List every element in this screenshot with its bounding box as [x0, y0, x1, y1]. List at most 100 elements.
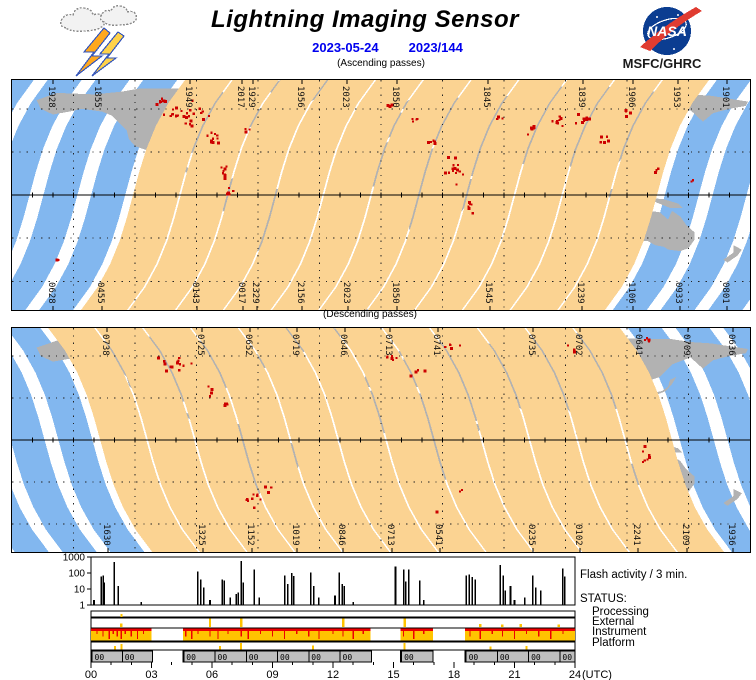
pass-time: 0741: [431, 334, 441, 356]
pass-time-labels: 1928 1855 1949 2017 1929 1956 2023 1850 1845 1839…: [46, 80, 730, 310]
orbit-start-label: 00: [500, 653, 510, 662]
pass-time: 0102: [573, 524, 583, 546]
pass-time: 0725: [195, 334, 205, 356]
graticule: [12, 80, 750, 310]
pass-time: 1901: [720, 86, 730, 108]
orbit-start-label: 00: [531, 653, 541, 662]
orbit-start-label: 00: [218, 653, 228, 662]
pass-time: 1855: [92, 86, 102, 108]
pass-time: 1906: [626, 86, 636, 108]
hour-label: 18: [448, 669, 460, 680]
descending-map-image: 0738 0725 0652 0719 0646 0713 0741 0735 0702 0641…: [12, 328, 750, 552]
orbit-start-label: 00: [125, 653, 135, 662]
pass-time: 0641: [633, 334, 643, 356]
hour-label: 24: [569, 669, 581, 680]
hour-label: 03: [145, 669, 157, 680]
orbit-timeline-bar: 00 00 00 00 00 00 00 00 00 00 00 00 00: [90, 650, 576, 663]
storm-cloud-lightning-icon: [59, 5, 138, 77]
pass-time: 0713: [383, 334, 393, 356]
orbit-start-label: 00: [404, 653, 414, 662]
pass-time: 1953: [671, 86, 681, 108]
pass-time: 0235: [526, 524, 536, 546]
hour-label: 21: [508, 669, 520, 680]
orbit-start-label: 00: [280, 653, 290, 662]
status-strip-platform: [90, 641, 576, 651]
pass-time: 1850: [390, 282, 400, 304]
orbit-start-label: 00: [186, 653, 196, 662]
flash-activity-label: Flash activity / 3 min.: [580, 569, 688, 581]
pass-time: 1630: [101, 524, 111, 546]
pass-time: 0541: [433, 524, 443, 546]
pass-time: 0709: [681, 334, 691, 356]
pass-time: 0719: [290, 334, 300, 356]
ascending-caption: (Ascending passes): [337, 58, 425, 69]
pass-time: 0801: [720, 282, 730, 304]
pass-time: 0017: [236, 282, 246, 304]
pass-time: 2017: [235, 86, 245, 108]
status-heading: STATUS:: [580, 593, 627, 605]
page-title: Lightning Imaging Sensor: [211, 6, 519, 33]
pass-time: 1928: [46, 86, 56, 108]
pass-time: 0933: [673, 282, 683, 304]
descending-caption: (Descending passes): [323, 309, 417, 320]
instrument-on-segments: [91, 628, 575, 641]
y-axis-tick-label: 10: [74, 585, 86, 596]
pass-time: 2023: [341, 282, 351, 304]
pass-time: 0652: [243, 334, 253, 356]
utc-suffix: (UTC): [582, 669, 612, 680]
status-row-label-instrument: Instrument: [592, 626, 647, 638]
orbit-start-label: 00: [343, 653, 353, 662]
pass-time: 0636: [726, 334, 736, 356]
pass-time: 1545: [483, 282, 493, 304]
pass-time: 1850: [390, 86, 400, 108]
hour-label: 12: [327, 669, 339, 680]
hour-label: 09: [266, 669, 278, 680]
pass-time: 2156: [295, 282, 305, 304]
date-doy: 2023/144: [408, 40, 463, 55]
hour-label: 06: [206, 669, 218, 680]
pass-time: 0628: [46, 282, 56, 304]
pass-time: 1936: [726, 524, 736, 546]
pass-time: 1325: [196, 524, 206, 546]
pass-time: 1949: [183, 86, 193, 108]
pass-time: 2329: [250, 282, 260, 304]
flash-dots: [157, 337, 651, 514]
cloud-icon: [59, 5, 138, 32]
orbit-start-label: 00: [311, 653, 321, 662]
pass-time: 2109: [680, 524, 690, 546]
pass-time: 2023: [340, 86, 350, 108]
date-line: 2023-05-24 2023/144: [19, 40, 756, 55]
pass-time: 1839: [576, 86, 586, 108]
status-strip-processing: [90, 610, 576, 618]
ascending-pass-map: 1928 1855 1949 2017 1929 1956 2023 1850 1845 1839…: [11, 79, 751, 311]
pass-time: 0738: [100, 334, 110, 356]
logo-wordmark: NASA: [647, 23, 687, 39]
flash-activity-bars: [93, 561, 566, 605]
orbit-start-label: 00: [95, 653, 105, 662]
pass-time: 0846: [336, 524, 346, 546]
hour-label: 15: [387, 669, 399, 680]
graticule: [12, 328, 750, 552]
pass-time: 1929: [246, 86, 256, 108]
nasa-logo: NASA: [640, 7, 702, 55]
pass-time: 0735: [526, 334, 536, 356]
pass-time: 0646: [338, 334, 348, 356]
pass-time: 1152: [245, 524, 255, 546]
descending-pass-map: 0738 0725 0652 0719 0646 0713 0741 0735 0702 0641…: [11, 327, 751, 553]
y-axis-tick-label: 1000: [63, 553, 86, 564]
pass-time: 1845: [481, 86, 491, 108]
pass-time: 2241: [631, 524, 641, 546]
ascending-map-image: 1928 1855 1949 2017 1929 1956 2023 1850 1845 1839…: [12, 80, 750, 310]
utc-hour-axis: 00 03 06 09 12 15 18 21 24 (UTC): [85, 662, 612, 680]
y-axis-tick-label: 1: [79, 601, 85, 612]
pass-time: 1239: [575, 282, 585, 304]
pass-time: 1019: [290, 524, 300, 546]
status-row-label-platform: Platform: [592, 637, 635, 649]
pass-time: 0455: [95, 282, 105, 304]
pass-time: 1106: [626, 282, 636, 304]
logo-swoosh: [640, 7, 702, 51]
pass-time: 0713: [385, 524, 395, 546]
orbit-start-label: 00: [469, 653, 479, 662]
